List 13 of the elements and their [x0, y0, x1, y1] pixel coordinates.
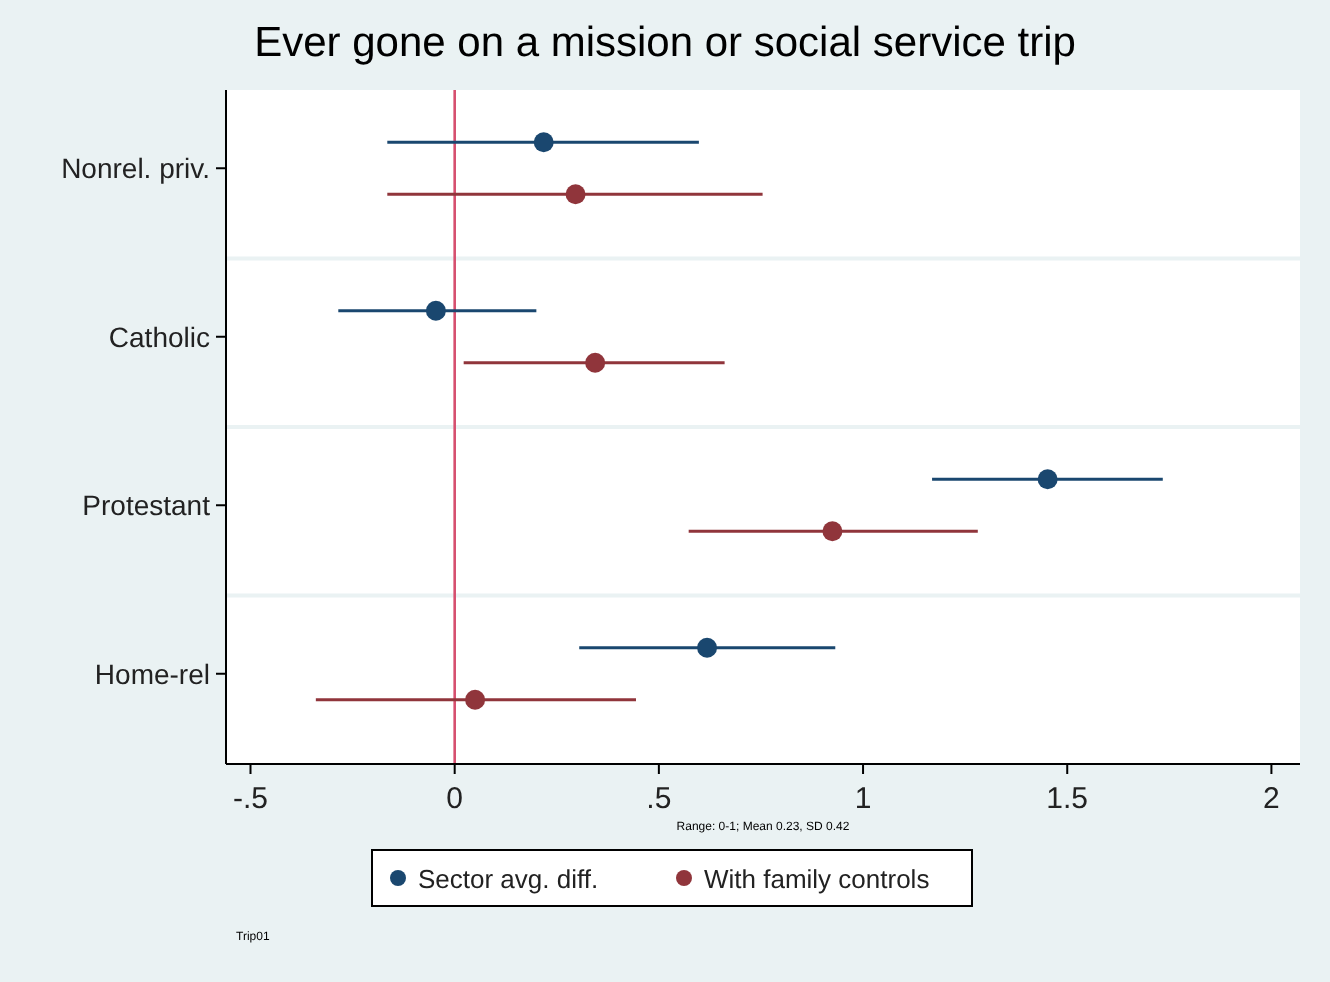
x-tick-label: .5: [646, 782, 672, 816]
y-tick-label: Protestant: [82, 489, 211, 522]
legend-label: With family controls: [704, 864, 931, 894]
chart-title: Ever gone on a mission or social service trip: [254, 20, 1076, 66]
legend-label: Sector avg. diff.: [418, 864, 599, 894]
y-tick-label: Home-rel: [94, 657, 210, 690]
x-tick-label: 2: [1263, 782, 1280, 816]
x-tick-label: 0: [446, 782, 464, 816]
y-tick-label: Nonrel. priv.: [61, 152, 210, 185]
x-tick-label: -.5: [232, 782, 269, 816]
x-tick-label: 1.5: [1046, 782, 1089, 816]
x-tick-label: 1: [854, 782, 872, 816]
y-tick-label: Catholic: [108, 320, 210, 353]
